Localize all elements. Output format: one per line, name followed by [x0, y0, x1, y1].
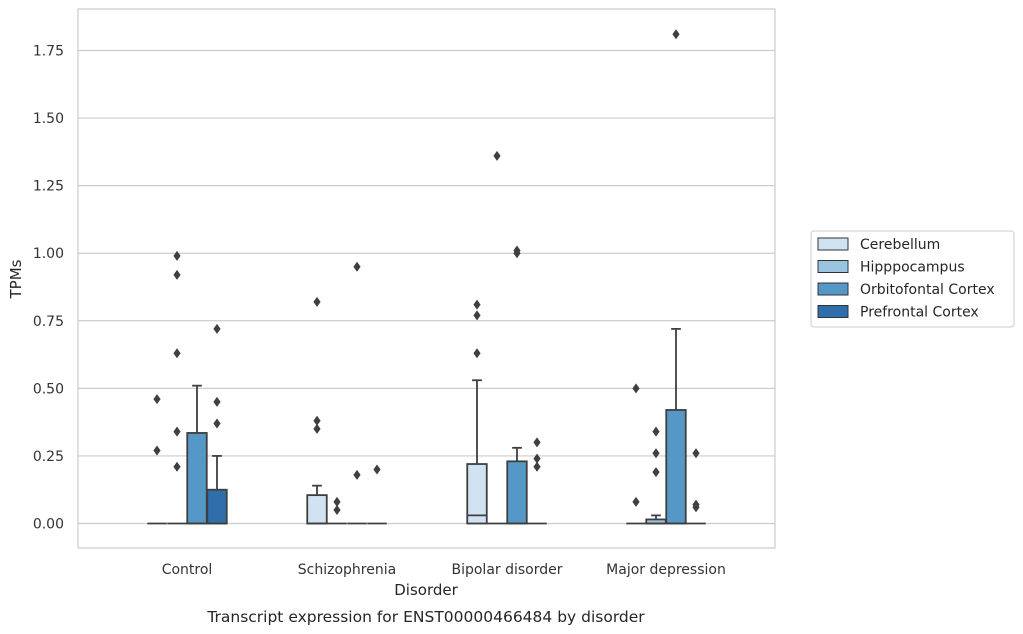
box-body: [306, 494, 328, 525]
outlier-point: [353, 261, 361, 272]
outlier-point: [373, 464, 381, 475]
outlier-point: [533, 453, 541, 464]
outlier-point: [513, 245, 521, 256]
y-tick-label: 1.25: [33, 179, 64, 195]
outlier-point: [313, 415, 321, 426]
box-cerebellum: [306, 484, 328, 525]
y-tick-label: 0.75: [33, 314, 64, 330]
legend-swatch: [817, 260, 849, 273]
y-tick-label: 1.50: [33, 111, 64, 127]
outlier-point: [632, 496, 640, 507]
outlier-point: [692, 499, 700, 510]
outlier-point: [473, 348, 481, 359]
outlier-point: [313, 423, 321, 434]
legend-frame: [810, 230, 1015, 328]
legend-label: Cerebellum: [860, 237, 940, 253]
legend-label: Orbitofontal Cortex: [860, 282, 995, 298]
outlier-point: [692, 448, 700, 459]
outlier-point: [473, 299, 481, 310]
outlier-point: [672, 29, 680, 40]
box-prefrontal-cortex: [206, 455, 228, 525]
box-body: [186, 432, 208, 525]
x-axis-title: Disorder: [394, 581, 458, 599]
legend-label: Prefrontal Cortex: [860, 305, 979, 321]
x-tick-label: Bipolar disorder: [451, 562, 562, 578]
outlier-point: [652, 426, 660, 437]
outlier-point: [213, 396, 221, 407]
x-tick-label: Major depression: [606, 562, 726, 578]
legend-label: Hipppocampus: [860, 260, 965, 276]
outlier-point: [173, 269, 181, 280]
y-tick-label: 1.00: [33, 246, 64, 262]
outlier-point: [213, 323, 221, 334]
outlier-point: [173, 426, 181, 437]
outlier-point: [173, 250, 181, 261]
y-tick-label: 1.75: [33, 44, 64, 60]
outlier-point: [353, 469, 361, 480]
y-tick-labels: 0.00 0.25 0.50 0.75 1.00 1.25 1.50 1.75: [33, 44, 64, 533]
outlier-point: [173, 461, 181, 472]
boxes: [147, 327, 706, 525]
box-body: [665, 409, 687, 525]
legend: Cerebellum Hipppocampus Orbitofontal Corte…: [810, 230, 1015, 328]
outlier-point: [473, 310, 481, 321]
outlier-point: [533, 461, 541, 472]
y-tick-label: 0.25: [33, 449, 64, 465]
outlier-point: [652, 448, 660, 459]
box-orbitofontal-cortex: [665, 327, 687, 525]
outlier-point: [333, 496, 341, 507]
outlier-point: [652, 467, 660, 478]
outlier-point: [533, 437, 541, 448]
outlier-point: [313, 296, 321, 307]
x-tick-label: Schizophrenia: [298, 562, 396, 578]
outlier-point: [173, 348, 181, 359]
outlier-point: [333, 504, 341, 515]
outlier-point: [493, 150, 501, 161]
box-body: [506, 460, 528, 525]
chart-caption: Transcript expression for ENST0000046648…: [206, 608, 645, 626]
legend-swatch: [817, 282, 849, 296]
x-tick-label: Control: [162, 562, 213, 578]
outliers: [153, 29, 700, 515]
outlier-point: [632, 383, 640, 394]
box-hipppocampus: [645, 514, 667, 525]
box-orbitofontal-cortex: [506, 446, 528, 525]
box-body: [466, 463, 488, 525]
x-tick-labels: Control Schizophrenia Bipolar disorder Majo…: [162, 562, 726, 578]
y-tick-label: 0.00: [33, 517, 64, 533]
outlier-point: [213, 418, 221, 429]
outlier-point: [153, 394, 161, 405]
box-cerebellum: [466, 379, 488, 525]
plot-area-frame: [77, 8, 776, 549]
box-orbitofontal-cortex: [186, 384, 208, 525]
box-body: [206, 488, 228, 525]
legend-swatch: [817, 305, 849, 318]
y-axis-title: TPMs: [7, 259, 25, 299]
outlier-point: [153, 445, 161, 456]
legend-swatch: [817, 237, 849, 251]
y-tick-label: 0.50: [33, 381, 64, 397]
